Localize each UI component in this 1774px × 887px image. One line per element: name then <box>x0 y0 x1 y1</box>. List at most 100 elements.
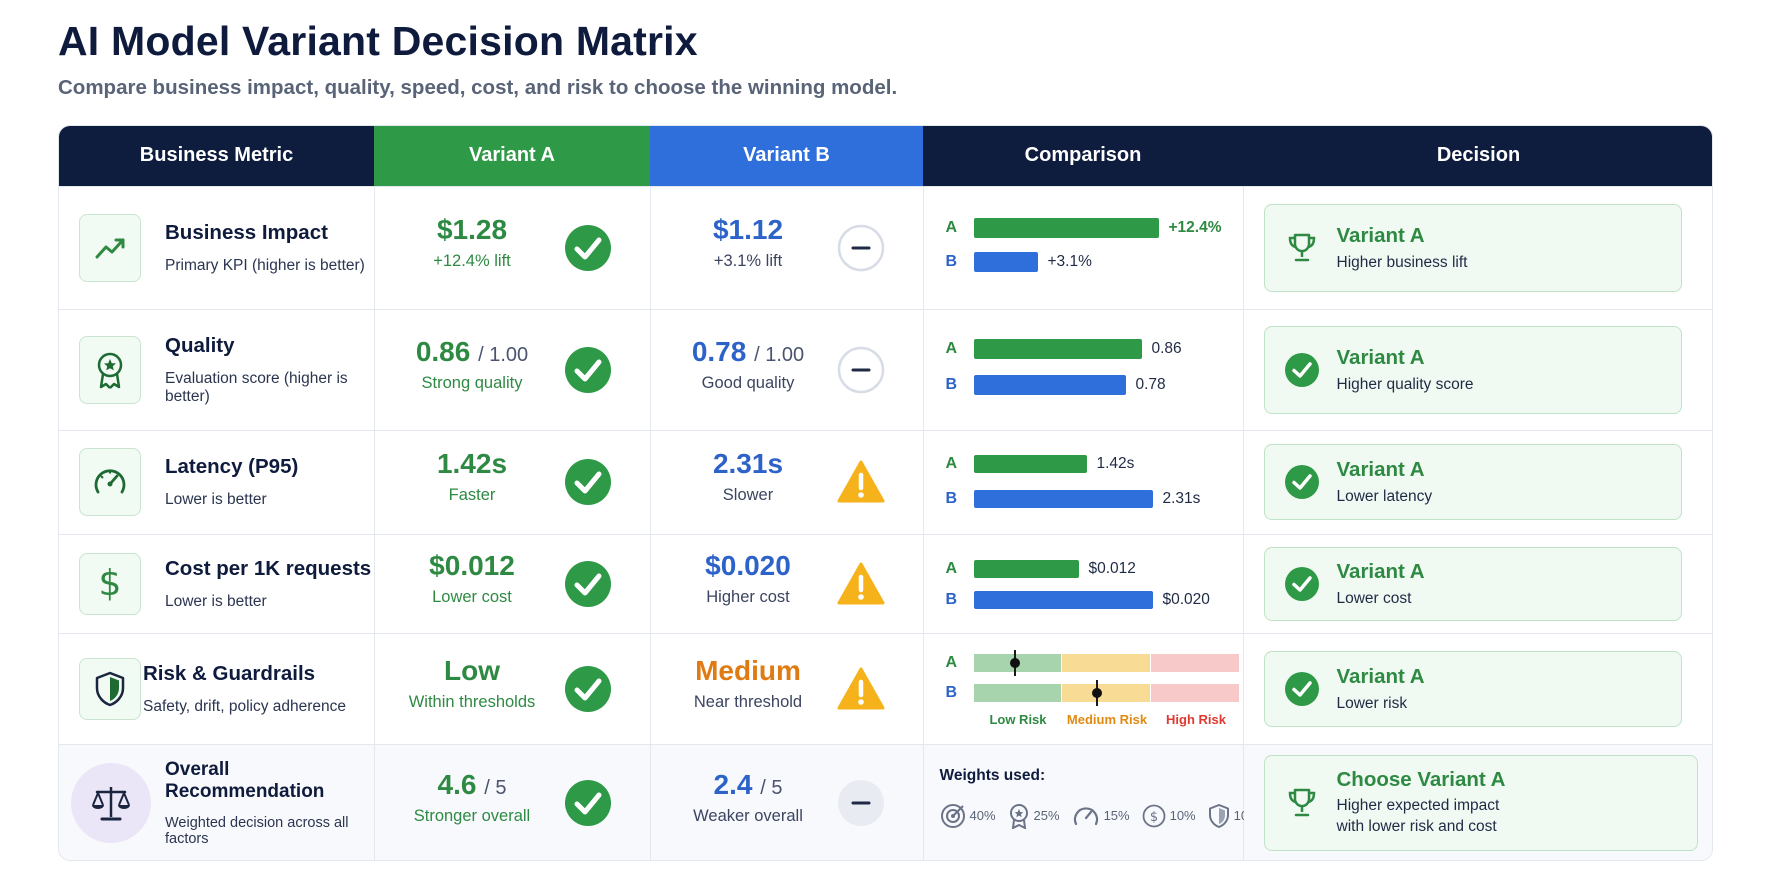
risk-marker-a <box>1009 649 1020 676</box>
award-ribbon-icon <box>79 335 141 404</box>
variant-b-cell: $1.12 +3.1% lift <box>649 185 923 309</box>
comparison-cell: A 0.86 B 0.78 <box>922 308 1243 430</box>
variant-a-value: 1.42s <box>436 448 508 479</box>
decision-card: Variant A Higher quality score <box>1263 325 1682 414</box>
header-variant-b: Variant B <box>650 126 923 186</box>
decision-card: Variant A Higher business lift <box>1263 203 1682 292</box>
comparison-value-a: 0.86 <box>1151 339 1182 357</box>
metric-cell: Risk & Guardrails Safety, drift, policy … <box>59 632 374 744</box>
decision-title: Variant A <box>1336 458 1425 481</box>
metric-description: Lower is better <box>165 592 267 610</box>
comparison-value-b: $0.020 <box>1162 590 1210 608</box>
variant-b-cell: $0.020 Higher cost <box>649 533 923 633</box>
check-circle-icon <box>564 560 611 607</box>
decision-cell: Variant A Lower latency <box>1242 429 1712 534</box>
comparison-value-b: 2.31s <box>1162 489 1201 507</box>
comparison-bar-b <box>973 489 1153 508</box>
decision-title: Variant A <box>1336 223 1425 247</box>
variant-b-cell: 2.4 / 5 Weaker overall <box>649 743 923 860</box>
comparison-bar-a <box>973 559 1079 578</box>
risk-track-a <box>973 649 1240 676</box>
comparison-label-a: A <box>945 339 958 357</box>
decision-title: Variant A <box>1336 664 1425 688</box>
variant-b-denominator: / 5 <box>760 777 783 800</box>
variant-a-subtext: +12.4% lift <box>433 251 511 270</box>
decision-subtext-line1: Higher expected impact <box>1336 797 1500 815</box>
comparison-cell: A 1.42s B 2.31s <box>922 429 1243 534</box>
decision-subtext: Higher business lift <box>1336 253 1468 271</box>
metric-description: Safety, drift, policy adherence <box>143 697 347 715</box>
comparison-cell: A +12.4% B +3.1% <box>922 185 1243 309</box>
trophy-icon <box>1288 789 1315 817</box>
header-comparison: Comparison <box>923 126 1243 186</box>
comparison-cell: A B Low Risk Medium Risk High Risk <box>922 632 1243 744</box>
comparison-label-a: A <box>945 454 958 472</box>
table-row-overall: Overall Recommendation Weighted decision… <box>59 743 1712 860</box>
variant-a-value: 4.6 <box>437 769 477 801</box>
variant-a-subtext: Lower cost <box>432 587 512 606</box>
variant-b-subtext: Good quality <box>701 373 795 392</box>
warning-icon <box>837 460 884 503</box>
weight-label: 25% <box>1033 808 1060 823</box>
trophy-icon <box>1288 233 1315 261</box>
metric-cell: Business Impact Primary KPI (higher is b… <box>59 185 374 309</box>
variant-b-subtext: +3.1% lift <box>713 251 783 270</box>
variant-a-subtext: Within thresholds <box>408 692 536 711</box>
variant-a-denominator: / 1.00 <box>478 343 529 366</box>
shield-icon <box>1208 803 1229 828</box>
comparison-value-a: +12.4% <box>1168 218 1222 236</box>
comparison-bar-a <box>973 338 1142 359</box>
speedometer-icon <box>1073 806 1098 825</box>
page-title: AI Model Variant Decision Matrix <box>58 18 698 64</box>
target-icon <box>940 803 965 828</box>
variant-b-value: Medium <box>695 654 801 686</box>
table-row: Business Impact Primary KPI (higher is b… <box>59 185 1712 309</box>
weight-label: 15% <box>1103 808 1130 823</box>
metric-name: Business Impact <box>165 220 328 244</box>
comparison-label-a: A <box>945 559 958 577</box>
decision-card: Variant A Lower cost <box>1263 546 1682 621</box>
header-variant-a: Variant A <box>374 126 650 186</box>
comparison-value-a: $0.012 <box>1088 559 1136 577</box>
decision-subtext: Lower cost <box>1336 589 1412 607</box>
comparison-label-b: B <box>945 683 958 701</box>
check-circle-icon <box>1284 465 1319 499</box>
check-circle-icon <box>1284 352 1319 387</box>
comparison-bar-a <box>973 454 1087 473</box>
metric-name: Risk & Guardrails <box>143 661 316 685</box>
comparison-label-a: A <box>945 653 958 671</box>
check-circle-icon <box>564 224 611 271</box>
table-row: Latency (P95) Lower is better 1.42s Faste… <box>59 429 1712 534</box>
dollar-icon: $ <box>79 552 141 615</box>
metric-description: Primary KPI (higher is better) <box>165 256 365 274</box>
page-subtitle: Compare business impact, quality, speed,… <box>58 76 898 99</box>
decision-title: Variant A <box>1336 345 1425 369</box>
comparison-bar-a <box>973 217 1159 238</box>
decision-card: Variant A Lower risk <box>1263 650 1682 727</box>
scales-icon <box>71 763 151 844</box>
check-circle-icon <box>564 665 611 712</box>
award-ribbon-icon <box>1009 803 1028 829</box>
decision-card-final: Choose Variant A Higher expected impact … <box>1263 755 1698 852</box>
check-circle-icon <box>564 346 611 393</box>
comparison-value-b: +3.1% <box>1047 252 1092 270</box>
variant-b-denominator: / 1.00 <box>754 343 805 366</box>
decision-cell: Variant A Lower risk <box>1242 632 1712 744</box>
check-circle-icon <box>564 780 611 827</box>
check-circle-icon <box>1284 566 1319 601</box>
decision-cell: Variant A Higher business lift <box>1242 185 1712 309</box>
metric-description: Evaluation score (higher is better) <box>165 369 348 405</box>
risk-track-b <box>973 679 1240 706</box>
variant-a-cell: Low Within thresholds <box>373 632 650 744</box>
variant-b-value: $0.020 <box>705 549 791 581</box>
table-row: Quality Evaluation score (higher is bett… <box>59 308 1712 430</box>
variant-a-value: $1.28 <box>436 213 508 245</box>
variant-b-subtext: Higher cost <box>706 587 790 606</box>
variant-a-value: Low <box>444 654 500 686</box>
variant-a-value: $0.012 <box>429 549 515 581</box>
decision-cell: Variant A Higher quality score <box>1242 308 1712 430</box>
metric-cell: $ Cost per 1K requests Lower is better <box>59 533 374 633</box>
metric-description: Weighted decision across all factors <box>165 815 349 848</box>
metric-cell: Overall Recommendation Weighted decision… <box>59 743 374 860</box>
dollar-icon: $ <box>1142 804 1165 827</box>
